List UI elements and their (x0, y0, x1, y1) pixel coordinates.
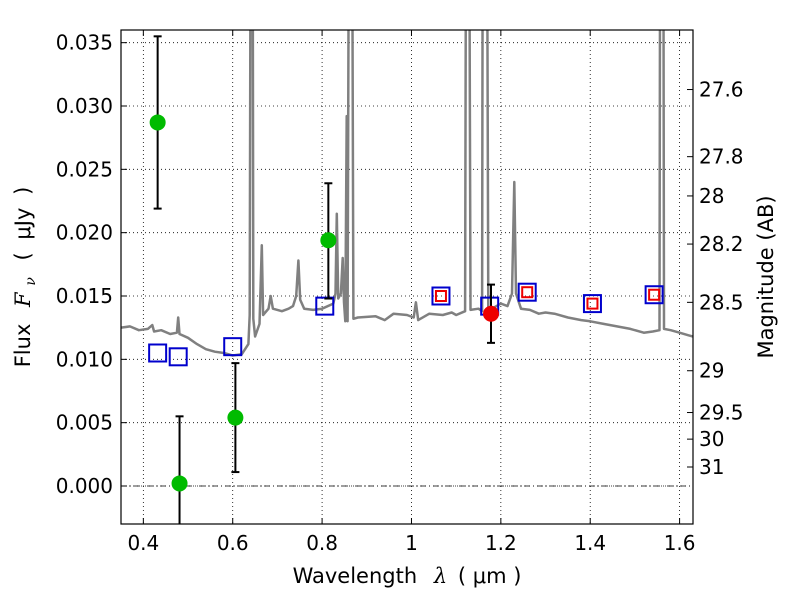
x-axis-title: Wavelength λ ( μm ) (293, 564, 522, 588)
y2-axis-title: Magnitude (AB) (754, 195, 778, 358)
y2-tick-label: 29.5 (699, 401, 744, 425)
y-tick-label: 0.015 (56, 284, 113, 308)
axis-ticks: 0.4 0.6 0.8 1 1.2 1.4 1.6 0.000 0.005 0.010 0.015 0… (56, 30, 744, 555)
y2-tick-label: 28 (699, 184, 724, 208)
y-tick-label: 0.025 (56, 157, 113, 181)
x-tick-label: 0.4 (127, 531, 159, 555)
x-tick-label: 0.8 (306, 531, 338, 555)
plot-frame (120, 29, 694, 525)
y2-tick-label: 28.5 (699, 290, 744, 314)
red-square-marker (434, 290, 447, 302)
red-square-marker (586, 297, 599, 310)
y-axis-label: Flux (11, 324, 35, 368)
x-tick-label: 0.6 (217, 531, 249, 555)
y-axis-title: Flux F ν ( μJy ) (11, 187, 40, 368)
y-tick-label: 0.030 (56, 94, 113, 118)
blue-square-marker (517, 282, 537, 302)
x-tick-label: 1.4 (574, 531, 606, 555)
y-axis-symbol: F (11, 291, 35, 308)
y-tick-label: 0.035 (56, 31, 113, 55)
green-data-point (149, 114, 166, 131)
y-axis-unit-open: ( (11, 252, 35, 260)
blue-square-marker (582, 294, 602, 314)
x-tick-label: 1.6 (664, 531, 696, 555)
red-data-point (483, 305, 500, 322)
x-axis-unit-close: ) (513, 564, 521, 588)
green-data-point (171, 475, 188, 492)
blue-square-marker (168, 347, 188, 367)
x-axis-unit-open: ( (458, 564, 466, 588)
x-axis-label: Wavelength (293, 564, 418, 588)
blue-square-marker (148, 343, 168, 363)
y-axis-unit-close: ) (11, 187, 35, 195)
x-tick-label: 1.2 (485, 531, 517, 555)
y2-tick-label: 28.2 (699, 232, 744, 256)
y2-tick-label: 27.8 (699, 145, 744, 169)
blue-square-marker (223, 337, 243, 357)
y-tick-label: 0.005 (56, 411, 113, 435)
x-tick-label: 1 (405, 531, 418, 555)
y2-tick-label: 31 (699, 455, 724, 479)
y2-tick-label: 30 (699, 427, 724, 451)
green-data-point (227, 409, 244, 426)
x-axis-symbol: λ (433, 564, 447, 588)
red-square-marker (648, 288, 661, 301)
red-square-marker (521, 286, 534, 299)
blue-square-marker (644, 285, 664, 305)
green-data-point (320, 232, 337, 249)
y-axis-unit: μJy (11, 208, 35, 240)
y-tick-label: 0.010 (56, 347, 113, 371)
x-axis-unit: μm (473, 564, 507, 588)
y2-tick-label: 27.6 (699, 78, 744, 102)
y-tick-label: 0.000 (56, 474, 113, 498)
plot-area (121, 30, 693, 524)
y2-tick-label: 29 (699, 359, 724, 383)
y-tick-label: 0.020 (56, 221, 113, 245)
blue-square-marker (431, 286, 451, 306)
y-axis-subscript: ν (23, 277, 39, 286)
